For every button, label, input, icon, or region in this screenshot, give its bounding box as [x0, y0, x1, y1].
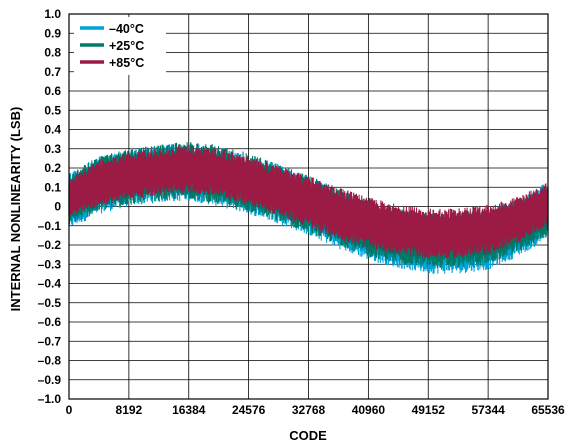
legend-label: +85°C — [109, 56, 144, 70]
y-tick-label: –0.5 — [38, 296, 62, 310]
y-tick-label: –0.6 — [38, 315, 62, 329]
y-tick-labels: 1.0 0.9 0.8 0.7 0.6 0.5 0.4 0.3 0.2 0.1 0 –0.1 –0.2 –… — [38, 7, 62, 406]
legend: –40°C +25°C +85°C — [74, 17, 166, 75]
y-tick-label: –0.9 — [38, 373, 62, 387]
y-tick-label: –0.4 — [38, 277, 62, 291]
x-tick-label: 49152 — [412, 403, 446, 417]
x-tick-labels: 0 8192 16384 24576 32768 40960 49152 57344 65536 — [66, 403, 565, 417]
y-tick-label: 0.8 — [44, 46, 61, 60]
y-tick-label: 0 — [54, 200, 61, 214]
x-tick-label: 57344 — [471, 403, 505, 417]
y-tick-label: –0.3 — [38, 257, 62, 271]
y-tick-label: 0.2 — [44, 161, 61, 175]
x-tick-label: 40960 — [352, 403, 386, 417]
y-tick-label: 0.4 — [44, 123, 61, 137]
plot-frame — [68, 13, 549, 400]
y-tick-label: –0.2 — [38, 238, 62, 252]
y-tick-label: –0.7 — [38, 334, 62, 348]
x-tick-label: 8192 — [116, 403, 143, 417]
legend-label: –40°C — [109, 22, 144, 36]
x-tick-label: 24576 — [232, 403, 266, 417]
x-axis-label: CODE — [289, 428, 327, 443]
y-tick-label: 1.0 — [44, 7, 61, 21]
y-tick-label: –0.1 — [38, 219, 62, 233]
y-tick-label: –1.0 — [38, 392, 62, 406]
y-axis-label: INTERNAL NONLINEARITY (LSB) — [8, 107, 23, 312]
y-tick-label: 0.5 — [44, 103, 61, 117]
x-tick-label: 32768 — [292, 403, 326, 417]
x-tick-label: 0 — [66, 403, 73, 417]
y-tick-label: 0.1 — [44, 180, 61, 194]
y-tick-label: –0.8 — [38, 354, 62, 368]
plot-border — [68, 13, 549, 400]
y-tick-label: 0.6 — [44, 84, 61, 98]
y-tick-label: 0.9 — [44, 26, 61, 40]
y-tick-label: 0.3 — [44, 142, 61, 156]
y-tick-label: 0.7 — [44, 65, 61, 79]
legend-label: +25°C — [109, 39, 144, 53]
x-tick-label: 16384 — [172, 403, 206, 417]
x-tick-label: 65536 — [531, 403, 565, 417]
